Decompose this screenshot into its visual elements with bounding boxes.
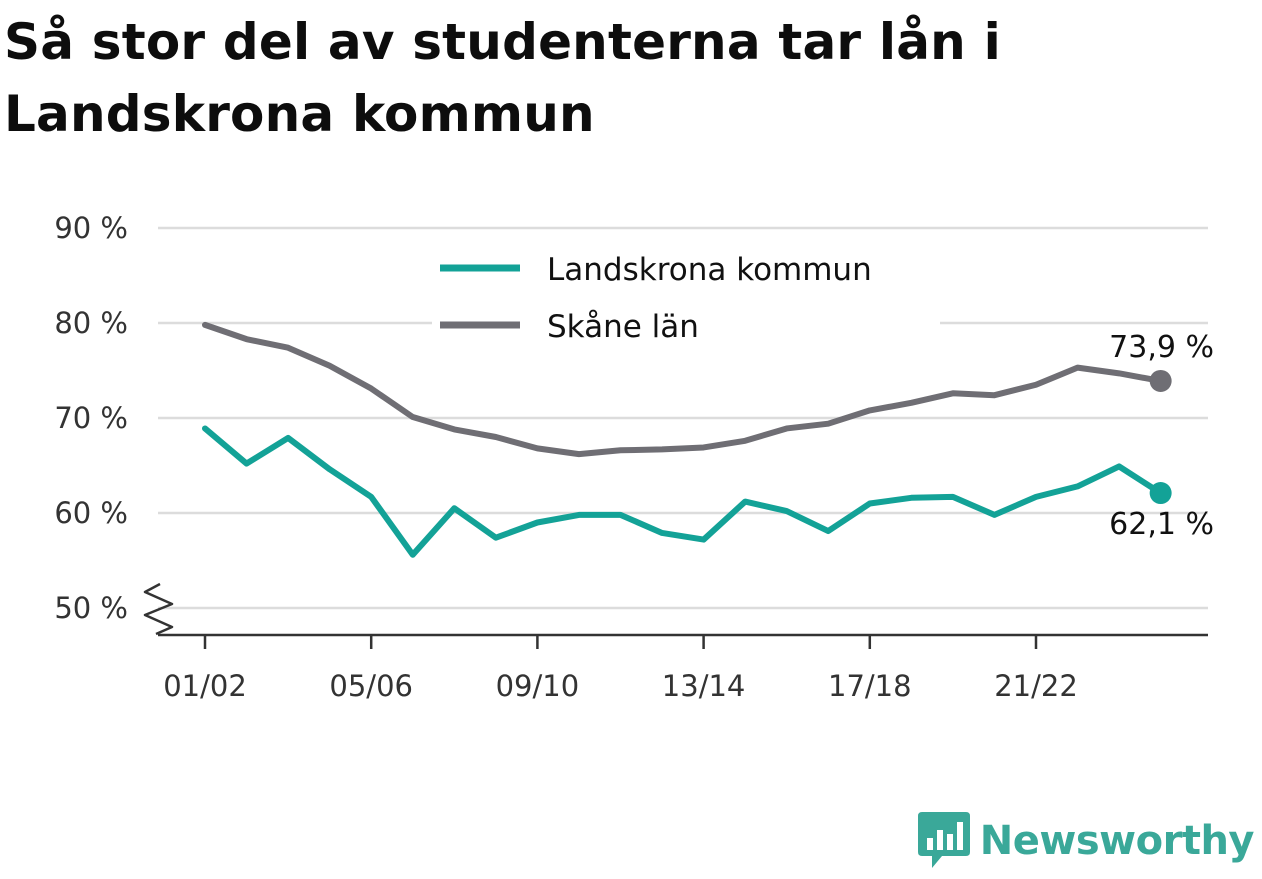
end-value-label: 62,1 % [1109,507,1214,542]
x-tick-label: 21/22 [994,669,1078,703]
x-tick-label: 05/06 [329,669,413,703]
axis-break-icon [143,582,174,636]
series-line-0 [202,425,1164,558]
x-tick-label: 13/14 [662,669,746,703]
legend-label: Landskrona kommun [547,252,872,288]
y-tick-label: 50 % [54,591,128,625]
y-tick-label: 60 % [54,496,128,530]
page-title: Så stor del av studenterna tar lån i Lan… [4,13,1001,143]
brand-name: Newsworthy [979,818,1255,864]
legend-box [432,244,940,354]
newsworthy-logo: Newsworthy [917,812,1255,869]
end-value-label: 73,9 % [1109,330,1214,365]
axes: 50 % 60 % 70 % 80 % 90 % 01/02 05/06 09/10 13/14… [54,211,1208,703]
end-labels: 73,9 % 62,1 % [1109,330,1214,542]
series-end-point [1149,482,1172,505]
series-line-1 [202,321,1164,458]
x-tick-label: 17/18 [828,669,912,703]
legend: Landskrona kommun Skåne län [432,244,940,354]
series-end-point [1149,369,1172,392]
y-tick-label: 90 % [54,211,128,245]
y-tick-label: 70 % [54,401,128,435]
series-lines [202,321,1172,558]
bar-chart-bubble-icon [917,812,970,868]
legend-label: Skåne län [547,309,699,345]
x-tick-label: 01/02 [163,669,247,703]
x-tick-label: 09/10 [496,669,580,703]
y-tick-label: 80 % [54,306,128,340]
grid-lines [158,226,1208,610]
